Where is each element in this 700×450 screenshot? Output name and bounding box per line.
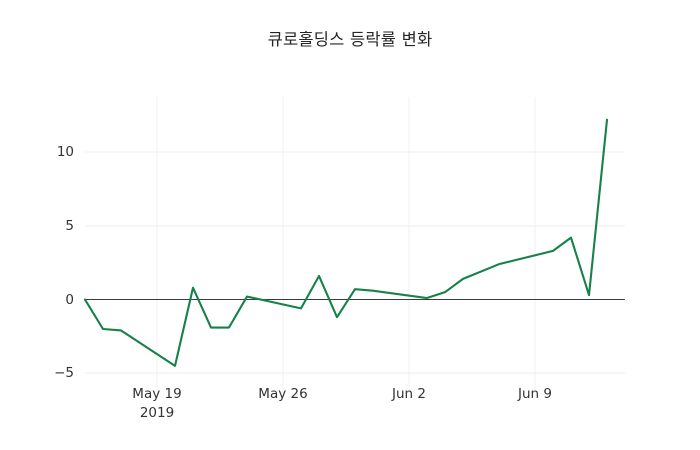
x-axis-tick-labels: May 19 2019 May 26 Jun 2 Jun 9: [85, 385, 625, 445]
horizontal-gridlines: [85, 151, 625, 374]
y-axis-tick-label: 0: [65, 291, 74, 308]
y-axis-tick-label: 5: [65, 217, 74, 234]
y-axis-tick-label: −5: [54, 365, 74, 382]
x-axis-tick-label: Jun 2: [392, 386, 426, 402]
data-series-line: [83, 118, 609, 367]
y-axis-tick-labels: 10 5 0 −5: [0, 105, 78, 385]
y-axis-tick-label: 10: [56, 144, 74, 161]
x-axis-tick-label: May 26: [258, 386, 308, 402]
vertical-gridlines: [156, 97, 536, 393]
x-axis-tick-label: May 19 2019: [132, 386, 182, 421]
line-chart-svg: [83, 97, 625, 393]
x-axis-tick-label: Jun 9: [518, 386, 552, 402]
chart-title: 큐로홀딩스 등락률 변화: [267, 30, 433, 49]
plot-area: [83, 97, 625, 393]
